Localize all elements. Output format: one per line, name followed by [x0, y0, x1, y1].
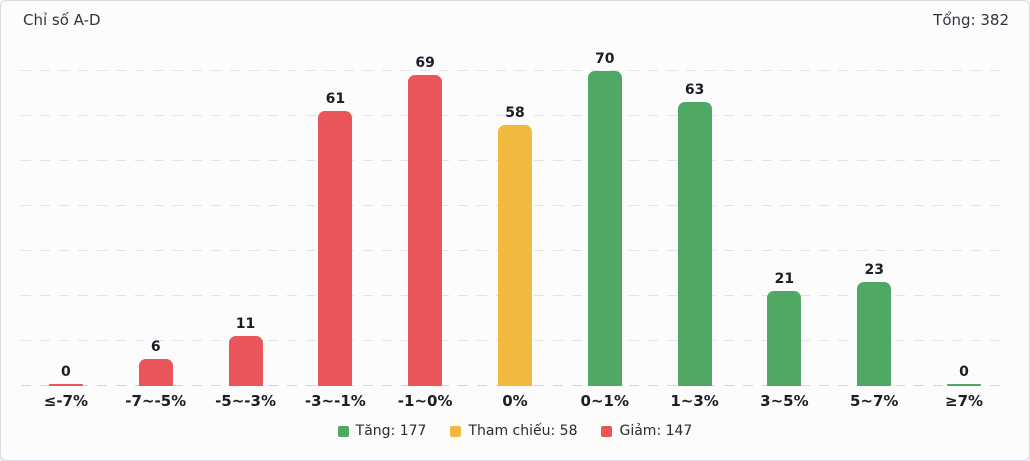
gridline: [21, 70, 1009, 71]
legend-item-reference[interactable]: Tham chiếu: 58: [450, 423, 577, 439]
bar-5~7%[interactable]: [857, 282, 892, 386]
bar-column: 0: [919, 41, 1009, 386]
bar-column: 6: [111, 41, 201, 386]
bar-value-label: 63: [684, 82, 705, 98]
bar-value-label: 69: [415, 55, 435, 71]
bar-value-label: 0: [61, 364, 71, 380]
x-axis-label: 0%: [502, 392, 528, 410]
bar-1~3%[interactable]: [677, 102, 712, 386]
x-axis-label: 3~5%: [760, 392, 809, 410]
chart-legend: Tăng: 177 Tham chiếu: 58 Giảm: 147: [1, 423, 1029, 439]
bar-value-label: 11: [235, 316, 256, 332]
x-axis-label: -1~0%: [397, 392, 453, 410]
bar-≤-7%[interactable]: [48, 384, 83, 386]
x-axis-label: -5~-3%: [215, 392, 276, 410]
bar-column: 69: [380, 41, 470, 386]
bar-value-label: 0: [959, 364, 969, 380]
x-axis-label: 5~7%: [849, 392, 899, 410]
bar-0%[interactable]: [497, 125, 532, 386]
bar-value-label: 6: [150, 339, 161, 355]
bar--7~-5%[interactable]: [138, 359, 173, 386]
decliners-color-swatch-icon: [601, 425, 613, 437]
legend-label: Tăng: 177: [355, 423, 427, 439]
bar-column: 63: [650, 41, 740, 386]
bar--3~-1%[interactable]: [318, 111, 353, 386]
chart-plot-area: 0 6 11 61 69 58 70 63 21 23 0: [21, 41, 1009, 386]
bar-column: 23: [829, 41, 919, 386]
bar-value-label: 70: [595, 51, 615, 67]
bar-column: 11: [201, 41, 291, 386]
x-axis-label: ≥7%: [945, 392, 984, 410]
bar-value-label: 21: [774, 271, 795, 287]
advancers-color-swatch-icon: [337, 425, 349, 437]
bar-column: 58: [470, 41, 560, 386]
bar-column: 70: [560, 41, 650, 386]
chart-total-value: Tổng: 382: [933, 11, 1009, 29]
x-axis-label: -3~-1%: [304, 392, 366, 410]
bar-column: 21: [740, 41, 830, 386]
bar-0~1%[interactable]: [587, 71, 622, 386]
x-axis-label: ≤-7%: [43, 392, 89, 410]
gridline: [21, 115, 1009, 116]
bar-columns-container: 0 6 11 61 69 58 70 63 21 23 0: [21, 41, 1009, 386]
bar-≥7%[interactable]: [947, 384, 982, 386]
chart-header: Chỉ số A-D Tổng: 382: [1, 1, 1029, 31]
x-axis-label: 1~3%: [670, 392, 719, 410]
legend-label: Tham chiếu: 58: [468, 423, 578, 439]
bar--5~-3%[interactable]: [228, 336, 263, 386]
bar--1~0%[interactable]: [408, 75, 443, 386]
bar-column: 61: [290, 41, 380, 386]
bar-value-label: 23: [864, 262, 884, 278]
bar-column: 0: [21, 41, 111, 386]
legend-item-advancers[interactable]: Tăng: 177: [337, 423, 427, 439]
x-axis-label: 0~1%: [580, 392, 630, 410]
reference-color-swatch-icon: [450, 425, 462, 437]
bar-value-label: 58: [505, 105, 525, 121]
legend-label: Giảm: 147: [619, 423, 693, 439]
chart-title: Chỉ số A-D: [23, 11, 101, 29]
bar-value-label: 61: [325, 91, 346, 107]
bar-3~5%[interactable]: [767, 291, 802, 386]
x-axis-label: -7~-5%: [125, 392, 187, 410]
legend-item-decliners[interactable]: Giảm: 147: [601, 423, 692, 439]
x-axis-labels-row: ≤-7% -7~-5% -5~-3% -3~-1% -1~0% 0% 0~1% 1~3% 3~5…: [21, 386, 1009, 416]
